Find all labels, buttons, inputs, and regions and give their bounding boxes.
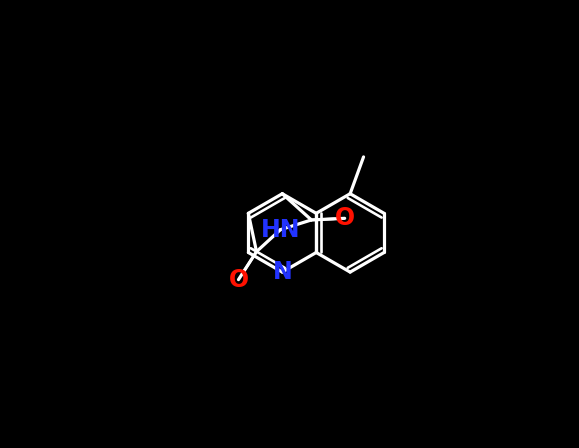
- Text: HN: HN: [261, 218, 300, 241]
- Text: N: N: [272, 260, 292, 284]
- Text: O: O: [335, 207, 355, 230]
- Text: O: O: [228, 267, 248, 292]
